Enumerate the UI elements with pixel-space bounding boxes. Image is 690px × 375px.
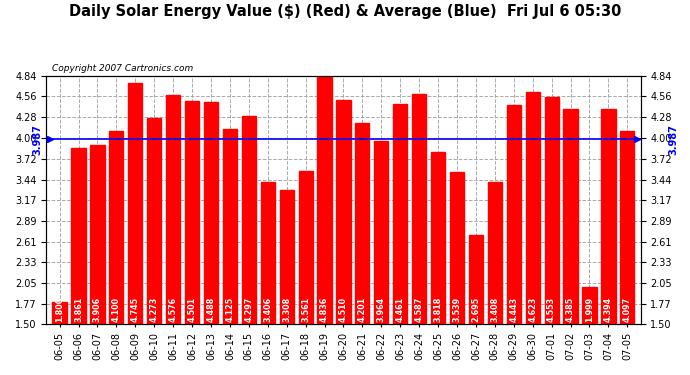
Text: 4.623: 4.623 <box>529 297 538 322</box>
Text: 4.443: 4.443 <box>509 297 518 322</box>
Text: 3.408: 3.408 <box>491 297 500 322</box>
Bar <box>620 131 634 324</box>
Bar <box>223 129 237 324</box>
Bar <box>185 101 199 324</box>
Bar <box>526 92 540 324</box>
Bar <box>450 172 464 324</box>
Bar <box>355 123 369 324</box>
Bar <box>279 190 294 324</box>
Text: 4.385: 4.385 <box>566 297 575 322</box>
Bar <box>147 118 161 324</box>
Bar <box>128 83 142 324</box>
Text: 4.394: 4.394 <box>604 297 613 322</box>
Bar <box>564 110 578 324</box>
Text: 3.964: 3.964 <box>377 297 386 322</box>
Text: 4.745: 4.745 <box>131 297 140 322</box>
Text: 3.906: 3.906 <box>93 297 102 322</box>
Bar <box>52 302 67 324</box>
Bar <box>166 95 180 324</box>
Bar <box>488 182 502 324</box>
Text: 4.461: 4.461 <box>396 297 405 322</box>
Text: Daily Solar Energy Value ($) (Red) & Average (Blue)  Fri Jul 6 05:30: Daily Solar Energy Value ($) (Red) & Ave… <box>69 4 621 19</box>
Bar <box>317 76 332 324</box>
Text: 4.100: 4.100 <box>112 297 121 322</box>
Bar <box>109 131 124 324</box>
Text: 3.539: 3.539 <box>453 297 462 322</box>
Text: 3.308: 3.308 <box>282 297 291 322</box>
Text: 3.406: 3.406 <box>264 297 273 322</box>
Text: 3.818: 3.818 <box>433 297 442 322</box>
Text: 4.576: 4.576 <box>168 297 177 322</box>
Bar <box>544 97 559 324</box>
Bar <box>261 182 275 324</box>
Bar <box>582 287 597 324</box>
Bar <box>72 148 86 324</box>
Text: 2.695: 2.695 <box>471 297 480 322</box>
Text: Copyright 2007 Cartronics.com: Copyright 2007 Cartronics.com <box>52 64 193 73</box>
Bar <box>393 104 407 324</box>
Text: 4.501: 4.501 <box>188 297 197 322</box>
Text: 4.587: 4.587 <box>415 297 424 322</box>
Text: 3.561: 3.561 <box>301 297 310 322</box>
Bar <box>601 109 615 324</box>
Bar <box>90 145 105 324</box>
Bar <box>412 94 426 324</box>
Bar <box>506 105 521 324</box>
Bar <box>299 171 313 324</box>
Bar <box>241 116 256 324</box>
Bar <box>374 141 388 324</box>
Text: 4.097: 4.097 <box>623 297 632 322</box>
Text: 4.273: 4.273 <box>150 297 159 322</box>
Text: 3.987: 3.987 <box>669 124 678 154</box>
Text: 4.836: 4.836 <box>320 297 329 322</box>
Text: 4.201: 4.201 <box>358 297 367 322</box>
Text: 4.488: 4.488 <box>206 297 215 322</box>
Bar <box>469 235 483 324</box>
Text: 4.297: 4.297 <box>244 297 253 322</box>
Text: 4.510: 4.510 <box>339 297 348 322</box>
Bar <box>431 152 445 324</box>
Text: 1.800: 1.800 <box>55 297 64 322</box>
Bar <box>204 102 218 324</box>
Text: 4.125: 4.125 <box>226 297 235 322</box>
Text: 4.553: 4.553 <box>547 297 556 322</box>
Text: 1.999: 1.999 <box>585 297 594 322</box>
Bar <box>336 100 351 324</box>
Text: 3.987: 3.987 <box>32 124 42 154</box>
Text: 3.861: 3.861 <box>74 297 83 322</box>
